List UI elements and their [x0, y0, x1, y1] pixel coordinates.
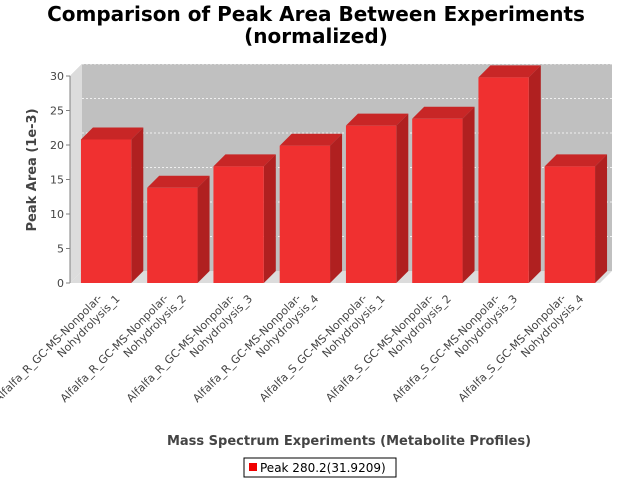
bar [412, 106, 475, 283]
y-tick-label: 0 [57, 277, 64, 290]
bar [478, 65, 541, 283]
bar-side-face [595, 154, 608, 283]
bar-top-face [279, 133, 343, 146]
x-category-label: Alfalfa_R_GC-MS-Nonpolar-Nohydrolysis_2 [58, 283, 189, 414]
bar [544, 154, 608, 283]
bar-front-face [345, 125, 397, 284]
x-category-label: Alfalfa_S_GC-MS-Nonpolar-Nohydrolysis_3 [390, 283, 521, 414]
bar-front-face [279, 145, 331, 283]
chart-title-line-2: (normalized) [244, 24, 388, 48]
plot-left-wall [70, 64, 82, 283]
bar-top-face [80, 127, 144, 140]
bar-front-face [478, 77, 529, 283]
y-axis-label: Peak Area (1e-3) [25, 108, 40, 231]
legend-box [243, 457, 397, 478]
bar-side-face [330, 133, 343, 283]
bar-front-face [544, 166, 596, 283]
legend-label: Peak 280.2(31.9209) [260, 461, 386, 475]
x-category-label: Alfalfa_S_GC-MS-Nonpolar-Nohydrolysis_1 [257, 283, 388, 414]
bars [80, 65, 608, 284]
x-category-label: Alfalfa_S_GC-MS-Nonpolar-Nohydrolysis_4 [456, 283, 587, 414]
bar-top-face [478, 65, 541, 78]
bar-side-face [131, 127, 144, 283]
bar [80, 127, 144, 283]
x-axis-label: Mass Spectrum Experiments (Metabolite Pr… [167, 434, 531, 449]
bar-top-face [412, 106, 475, 119]
x-category-label: Alfalfa_S_GC-MS-Nonpolar-Nohydrolysis_2 [323, 283, 454, 414]
y-tick-label: 30 [50, 70, 64, 83]
bar-side-face [396, 113, 409, 284]
bar-side-face [528, 65, 541, 283]
bar-top-face [147, 175, 210, 188]
y-tick-label: 20 [50, 139, 64, 152]
x-category-label-line: Alfalfa_R_GC-MS-Nonpolar- [0, 292, 105, 405]
legend-swatch [249, 463, 257, 471]
legend: Peak 280.2(31.9209) [243, 457, 397, 478]
bar [213, 154, 276, 283]
bar-side-face [462, 106, 475, 283]
x-axis-categories: Alfalfa_R_GC-MS-Nonpolar-Nohydrolysis_1A… [0, 283, 587, 414]
bar-top-face [544, 154, 608, 167]
chart-title-line-1: Comparison of Peak Area Between Experime… [47, 2, 585, 26]
x-category-label: Alfalfa_R_GC-MS-Nonpolar-Nohydrolysis_3 [124, 283, 255, 414]
bar-side-face [263, 154, 276, 283]
bar-front-face [80, 139, 132, 283]
y-axis: 0 5 10 15 20 25 30 [50, 70, 71, 290]
bar-top-face [213, 154, 276, 167]
y-tick-label: 25 [50, 105, 64, 118]
bar-front-face [412, 118, 463, 283]
bar-top-face [345, 113, 409, 126]
y-tick-label: 10 [50, 208, 64, 221]
bar-front-face [147, 187, 198, 283]
bar [345, 113, 409, 284]
bar-front-face [213, 166, 264, 283]
bar [279, 133, 343, 283]
x-category-label: Alfalfa_R_GC-MS-Nonpolar-Nohydrolysis_4 [190, 283, 321, 414]
y-tick-label: 15 [50, 174, 64, 187]
bar [147, 175, 210, 283]
bar-side-face [197, 175, 210, 283]
y-tick-label: 5 [57, 243, 64, 256]
